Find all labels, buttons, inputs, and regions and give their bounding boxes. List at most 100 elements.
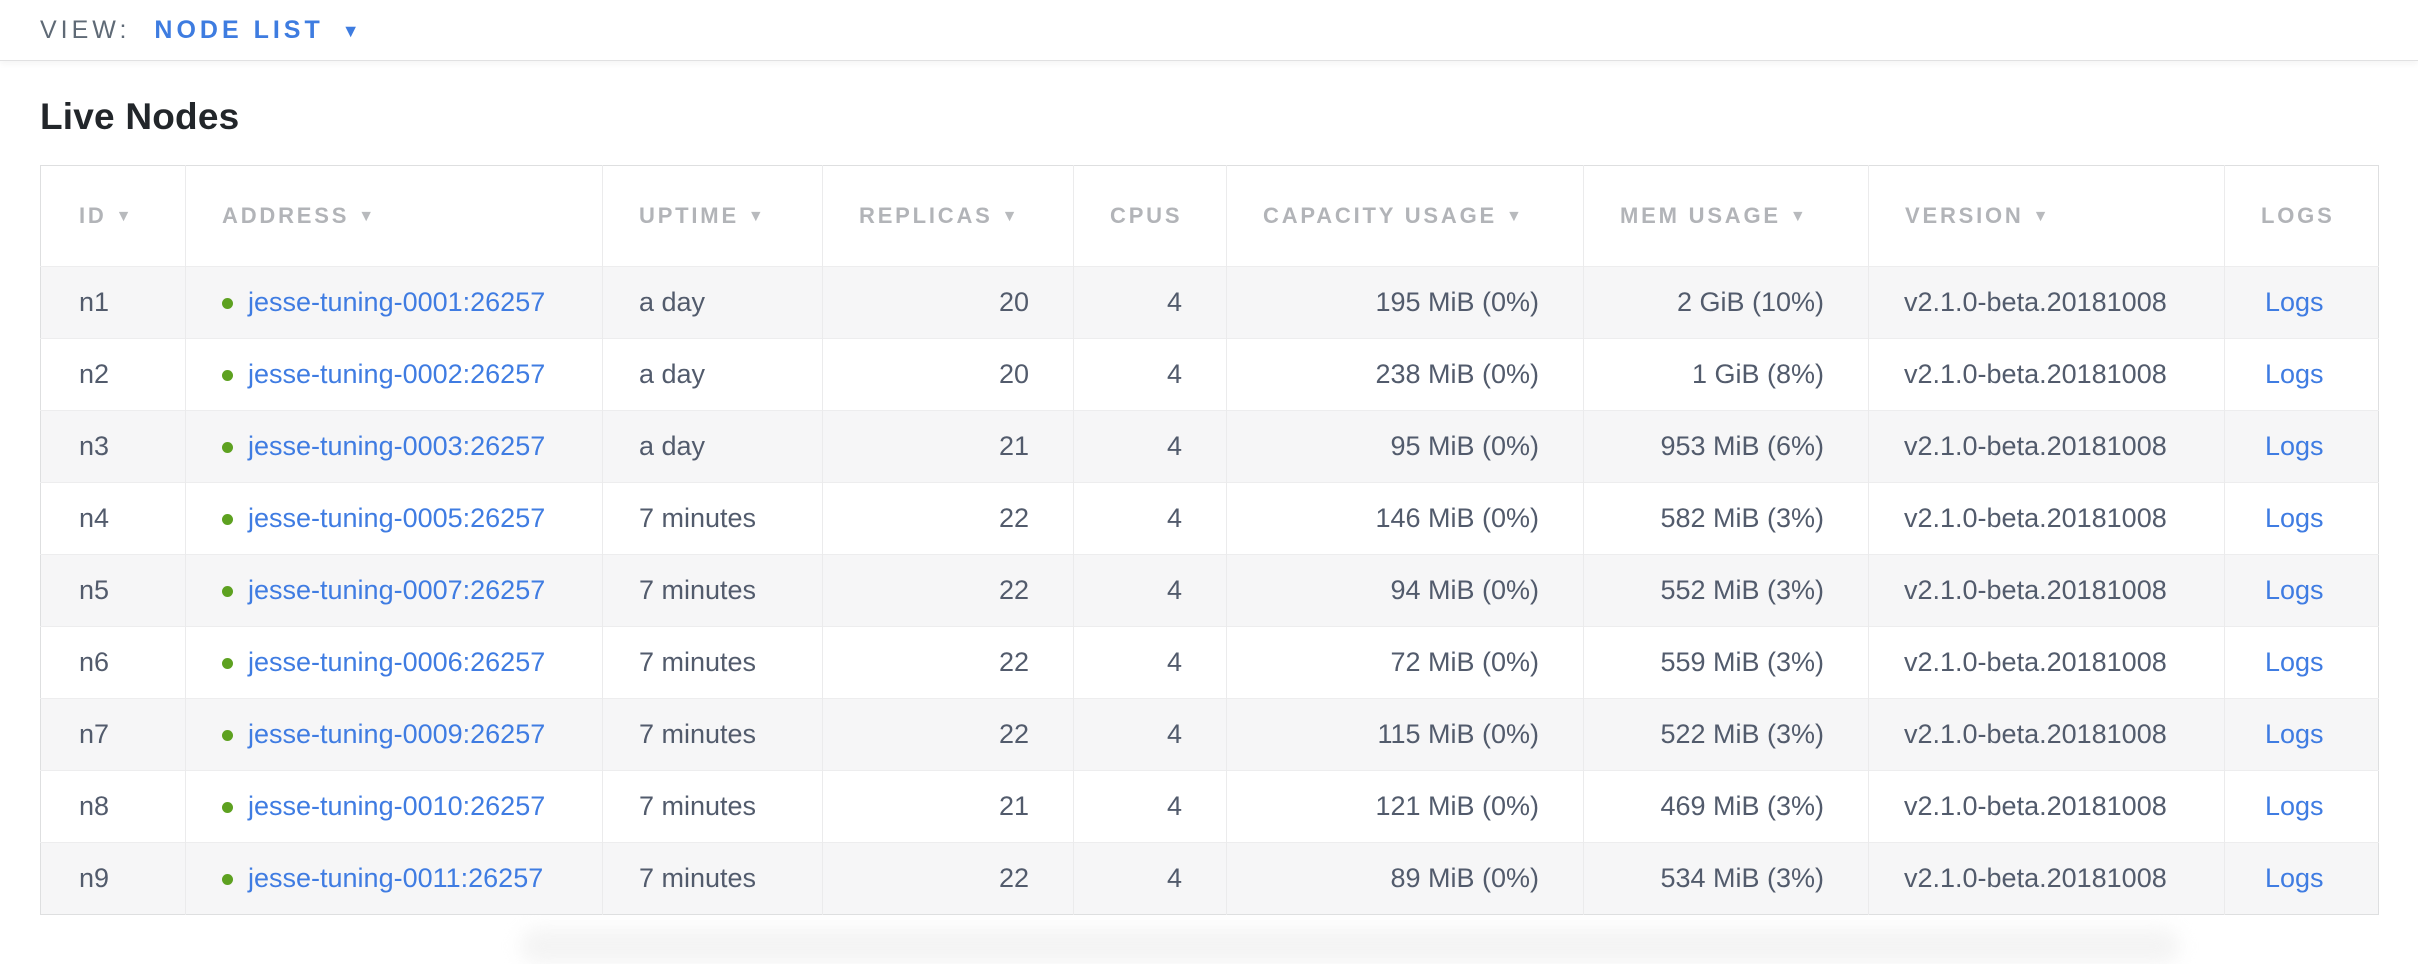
cell-node-replicas: 22: [822, 554, 1074, 627]
table-row: n5 jesse-tuning-0007:26257 7 minutes 22 4 94 …: [40, 554, 2379, 627]
cell-node-replicas: 20: [822, 338, 1074, 411]
cell-node-id: n3: [40, 410, 186, 483]
cell-node-cpus: 4: [1073, 410, 1227, 483]
view-selector-dropdown[interactable]: NODE LIST ▼: [154, 16, 359, 45]
node-address-link[interactable]: jesse-tuning-0009:26257: [248, 719, 546, 749]
cell-node-uptime: 7 minutes: [602, 554, 823, 627]
column-header-address[interactable]: ADDRESS ▼: [185, 165, 603, 267]
cell-node-address: jesse-tuning-0003:26257: [185, 410, 603, 483]
node-address-link[interactable]: jesse-tuning-0006:26257: [248, 647, 546, 677]
cell-node-uptime: 7 minutes: [602, 698, 823, 771]
cell-node-id: n7: [40, 698, 186, 771]
cell-node-version: v2.1.0-beta.20181008: [1868, 842, 2225, 915]
cell-node-cpus: 4: [1073, 842, 1227, 915]
logs-link[interactable]: Logs: [2265, 791, 2324, 821]
view-bar: VIEW: NODE LIST ▼: [0, 0, 2418, 61]
node-address-link[interactable]: jesse-tuning-0003:26257: [248, 431, 546, 461]
sort-desc-icon: ▼: [115, 208, 135, 225]
logs-link[interactable]: Logs: [2265, 575, 2324, 605]
column-header-cpus: CPUS: [1073, 165, 1227, 267]
cell-node-cpus: 4: [1073, 482, 1227, 555]
cell-node-mem-usage: 953 MiB (6%): [1583, 410, 1869, 483]
cell-node-uptime: a day: [602, 410, 823, 483]
table-body: n1 jesse-tuning-0001:26257 a day 20 4 195 MiB…: [40, 266, 2379, 915]
logs-link[interactable]: Logs: [2265, 719, 2324, 749]
node-address-link[interactable]: jesse-tuning-0001:26257: [248, 287, 546, 317]
cell-node-uptime: 7 minutes: [602, 770, 823, 843]
cell-node-capacity-usage: 89 MiB (0%): [1226, 842, 1584, 915]
cell-node-cpus: 4: [1073, 266, 1227, 339]
cell-node-replicas: 20: [822, 266, 1074, 339]
cell-node-id: n9: [40, 842, 186, 915]
table-row: n6 jesse-tuning-0006:26257 7 minutes 22 4 72 …: [40, 626, 2379, 699]
column-header-capacity-usage[interactable]: CAPACITY USAGE ▼: [1226, 165, 1584, 267]
node-live-status-dot: [222, 298, 233, 309]
cell-node-replicas: 21: [822, 770, 1074, 843]
cell-node-logs: Logs: [2224, 482, 2379, 555]
logs-link[interactable]: Logs: [2265, 503, 2324, 533]
node-address-link[interactable]: jesse-tuning-0011:26257: [248, 863, 544, 893]
cell-node-address: jesse-tuning-0001:26257: [185, 266, 603, 339]
cell-node-mem-usage: 582 MiB (3%): [1583, 482, 1869, 555]
cell-node-id: n2: [40, 338, 186, 411]
view-selected-value: NODE LIST: [154, 15, 324, 44]
sort-desc-icon: ▼: [747, 208, 767, 225]
node-live-status-dot: [222, 658, 233, 669]
cell-node-version: v2.1.0-beta.20181008: [1868, 338, 2225, 411]
cell-node-cpus: 4: [1073, 626, 1227, 699]
live-nodes-table: ID ▼ ADDRESS ▼ UPTIME ▼ REPLICAS ▼ CPUS CAPA…: [40, 165, 2379, 915]
sort-desc-icon: ▼: [1505, 208, 1525, 225]
logs-link[interactable]: Logs: [2265, 863, 2324, 893]
logs-link[interactable]: Logs: [2265, 287, 2324, 317]
cell-node-capacity-usage: 146 MiB (0%): [1226, 482, 1584, 555]
sort-desc-icon: ▼: [1001, 208, 1021, 225]
column-header-mem-usage[interactable]: MEM USAGE ▼: [1583, 165, 1869, 267]
cell-node-logs: Logs: [2224, 338, 2379, 411]
cell-node-version: v2.1.0-beta.20181008: [1868, 410, 2225, 483]
node-live-status-dot: [222, 802, 233, 813]
logs-link[interactable]: Logs: [2265, 431, 2324, 461]
cell-node-uptime: 7 minutes: [602, 482, 823, 555]
logs-link[interactable]: Logs: [2265, 359, 2324, 389]
cell-node-id: n5: [40, 554, 186, 627]
cell-node-logs: Logs: [2224, 770, 2379, 843]
node-address-link[interactable]: jesse-tuning-0002:26257: [248, 359, 546, 389]
node-live-status-dot: [222, 370, 233, 381]
cell-node-uptime: 7 minutes: [602, 842, 823, 915]
chevron-down-icon: ▼: [341, 20, 360, 41]
cell-node-version: v2.1.0-beta.20181008: [1868, 626, 2225, 699]
cell-node-version: v2.1.0-beta.20181008: [1868, 698, 2225, 771]
logs-link[interactable]: Logs: [2265, 647, 2324, 677]
node-address-link[interactable]: jesse-tuning-0010:26257: [248, 791, 546, 821]
cell-node-uptime: a day: [602, 338, 823, 411]
node-live-status-dot: [222, 730, 233, 741]
column-header-id[interactable]: ID ▼: [40, 165, 186, 267]
node-address-link[interactable]: jesse-tuning-0007:26257: [248, 575, 546, 605]
cell-node-cpus: 4: [1073, 338, 1227, 411]
cell-node-id: n1: [40, 266, 186, 339]
table-row: n1 jesse-tuning-0001:26257 a day 20 4 195 MiB…: [40, 266, 2379, 339]
cell-node-logs: Logs: [2224, 410, 2379, 483]
cell-node-logs: Logs: [2224, 842, 2379, 915]
node-address-link[interactable]: jesse-tuning-0005:26257: [248, 503, 546, 533]
cell-node-address: jesse-tuning-0007:26257: [185, 554, 603, 627]
column-header-replicas[interactable]: REPLICAS ▼: [822, 165, 1074, 267]
cell-node-replicas: 21: [822, 410, 1074, 483]
node-live-status-dot: [222, 442, 233, 453]
cell-node-address: jesse-tuning-0011:26257: [185, 842, 603, 915]
column-header-logs: LOGS: [2224, 165, 2379, 267]
cell-node-version: v2.1.0-beta.20181008: [1868, 770, 2225, 843]
cell-node-version: v2.1.0-beta.20181008: [1868, 266, 2225, 339]
cell-node-mem-usage: 559 MiB (3%): [1583, 626, 1869, 699]
cell-node-mem-usage: 1 GiB (8%): [1583, 338, 1869, 411]
cell-node-address: jesse-tuning-0006:26257: [185, 626, 603, 699]
cell-node-mem-usage: 469 MiB (3%): [1583, 770, 1869, 843]
column-header-version[interactable]: VERSION ▼: [1868, 165, 2225, 267]
table-row: n8 jesse-tuning-0010:26257 7 minutes 21 4 121…: [40, 770, 2379, 843]
column-header-uptime[interactable]: UPTIME ▼: [602, 165, 823, 267]
table-header-row: ID ▼ ADDRESS ▼ UPTIME ▼ REPLICAS ▼ CPUS CAPA…: [40, 165, 2379, 267]
cell-node-id: n8: [40, 770, 186, 843]
cell-node-capacity-usage: 94 MiB (0%): [1226, 554, 1584, 627]
cell-node-address: jesse-tuning-0002:26257: [185, 338, 603, 411]
cell-node-capacity-usage: 121 MiB (0%): [1226, 770, 1584, 843]
